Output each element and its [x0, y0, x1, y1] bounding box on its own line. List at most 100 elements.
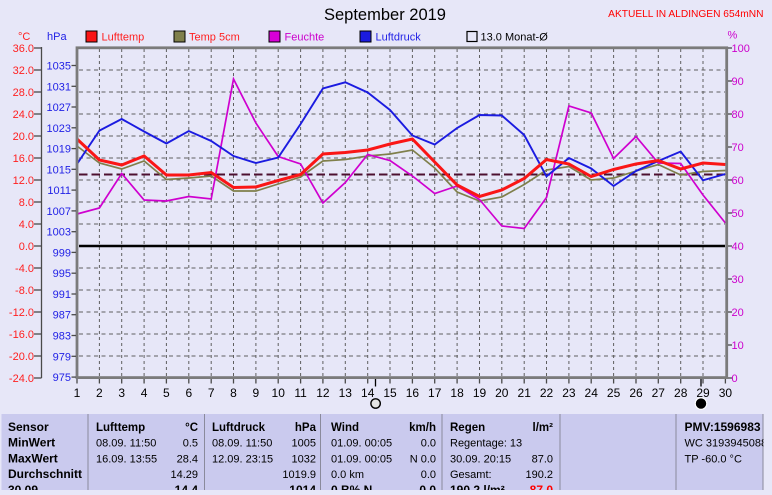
svg-text:0 B% N: 0 B% N [331, 483, 372, 490]
svg-text:28.4: 28.4 [177, 453, 198, 465]
svg-text:80: 80 [732, 109, 744, 121]
svg-text:km/h: km/h [409, 422, 436, 434]
svg-text:983: 983 [53, 331, 71, 343]
svg-text:Lufttemp: Lufttemp [96, 422, 145, 434]
svg-text:Sensor: Sensor [8, 420, 49, 434]
svg-text:190.2 l/m²: 190.2 l/m² [450, 483, 505, 490]
svg-text:30: 30 [719, 386, 733, 400]
svg-text:°C: °C [18, 31, 30, 43]
svg-text:20: 20 [732, 307, 744, 319]
svg-text:0.0: 0.0 [421, 438, 436, 450]
svg-text:0: 0 [732, 373, 738, 385]
svg-text:6: 6 [185, 386, 192, 400]
svg-text:17: 17 [428, 386, 442, 400]
svg-text:30.09. 20:15: 30.09. 20:15 [450, 453, 511, 465]
svg-text:14: 14 [361, 386, 375, 400]
svg-text:15: 15 [383, 386, 397, 400]
svg-text:5: 5 [163, 386, 170, 400]
svg-text:12: 12 [316, 386, 330, 400]
svg-text:0.0: 0.0 [421, 469, 436, 481]
svg-text:995: 995 [53, 268, 71, 280]
svg-text:-20.0: -20.0 [9, 351, 34, 363]
svg-text:Luftdruck: Luftdruck [212, 422, 266, 434]
svg-text:24: 24 [585, 386, 599, 400]
svg-text:01.09. 00:05: 01.09. 00:05 [331, 453, 392, 465]
svg-text:12.0: 12.0 [13, 175, 34, 187]
svg-text:hPa: hPa [295, 422, 317, 434]
svg-text:TP -60.0 °C: TP -60.0 °C [685, 453, 742, 465]
svg-text:3: 3 [118, 386, 125, 400]
svg-text:1014: 1014 [289, 483, 316, 490]
svg-text:Lufttemp: Lufttemp [102, 32, 145, 44]
svg-text:1031: 1031 [47, 81, 71, 93]
svg-text:1015: 1015 [47, 164, 71, 176]
svg-text:0.0 km: 0.0 km [331, 469, 364, 481]
svg-text:10: 10 [732, 340, 744, 352]
svg-text:1: 1 [74, 386, 81, 400]
svg-text:1023: 1023 [47, 123, 71, 135]
svg-text:190.2: 190.2 [525, 469, 553, 481]
svg-text:Feuchte: Feuchte [285, 32, 325, 44]
svg-text:7: 7 [208, 386, 215, 400]
svg-text:MinWert: MinWert [8, 436, 55, 450]
svg-text:20.0: 20.0 [13, 131, 34, 143]
svg-text:1019: 1019 [47, 144, 71, 156]
svg-text:1007: 1007 [47, 206, 71, 218]
svg-text:22: 22 [540, 386, 554, 400]
svg-text:1035: 1035 [47, 61, 71, 73]
svg-text:hPa: hPa [47, 31, 67, 43]
svg-text:Temp 5cm: Temp 5cm [189, 32, 240, 44]
svg-text:90: 90 [732, 76, 744, 88]
svg-text:l/m²: l/m² [533, 422, 554, 434]
svg-text:MaxWert: MaxWert [8, 451, 58, 465]
svg-text:Regen: Regen [450, 422, 485, 434]
svg-text:9: 9 [253, 386, 260, 400]
svg-text:08.09. 11:50: 08.09. 11:50 [96, 438, 156, 450]
svg-text:0.5: 0.5 [183, 438, 198, 450]
svg-text:September 2019: September 2019 [324, 6, 446, 24]
svg-text:-24.0: -24.0 [9, 373, 34, 385]
svg-text:1005: 1005 [292, 438, 316, 450]
svg-text:25: 25 [607, 386, 621, 400]
svg-text:AKTUELL IN ALDINGEN 654mNN: AKTUELL IN ALDINGEN 654mNN [608, 9, 763, 20]
svg-text:16.0: 16.0 [13, 153, 34, 165]
svg-text:0.0: 0.0 [19, 241, 34, 253]
svg-text:N 0.0: N 0.0 [410, 453, 436, 465]
svg-text:-16.0: -16.0 [9, 329, 34, 341]
svg-text:87.0: 87.0 [532, 453, 553, 465]
svg-text:70: 70 [732, 142, 744, 154]
svg-text:Wind: Wind [331, 422, 359, 434]
svg-text:60: 60 [732, 175, 744, 187]
svg-text:26: 26 [629, 386, 643, 400]
svg-text:11: 11 [294, 386, 307, 400]
svg-text:23: 23 [562, 386, 576, 400]
svg-text:PMV:1596983: PMV:1596983 [685, 420, 761, 434]
svg-text:14.4: 14.4 [175, 483, 199, 490]
svg-text:1019.9: 1019.9 [282, 469, 316, 481]
svg-text:32.0: 32.0 [13, 65, 34, 77]
svg-text:Gesamt:: Gesamt: [450, 469, 492, 481]
svg-text:16: 16 [406, 386, 420, 400]
svg-text:13.0 Monat-Ø: 13.0 Monat-Ø [481, 32, 549, 44]
svg-text:12.09. 23:15: 12.09. 23:15 [212, 453, 273, 465]
svg-text:20: 20 [495, 386, 509, 400]
svg-text:987: 987 [53, 310, 71, 322]
svg-text:18: 18 [450, 386, 464, 400]
svg-text:8: 8 [230, 386, 237, 400]
svg-text:0.0: 0.0 [419, 483, 436, 490]
svg-text:4: 4 [141, 386, 148, 400]
svg-text:1027: 1027 [47, 102, 71, 114]
svg-text:1011: 1011 [47, 185, 71, 197]
svg-text:2: 2 [96, 386, 103, 400]
svg-text:Durchschnitt: Durchschnitt [8, 467, 82, 481]
svg-text:08.09. 11:50: 08.09. 11:50 [212, 438, 272, 450]
svg-text:13: 13 [339, 386, 353, 400]
svg-text:01.09. 00:05: 01.09. 00:05 [331, 438, 392, 450]
svg-text:40: 40 [732, 241, 744, 253]
svg-text:WC 3193945088: WC 3193945088 [685, 438, 768, 450]
svg-text:87.0: 87.0 [530, 483, 554, 490]
svg-text:8.0: 8.0 [19, 197, 34, 209]
svg-text:24.0: 24.0 [13, 109, 34, 121]
svg-text:29: 29 [696, 386, 710, 400]
svg-text:21: 21 [518, 386, 532, 400]
